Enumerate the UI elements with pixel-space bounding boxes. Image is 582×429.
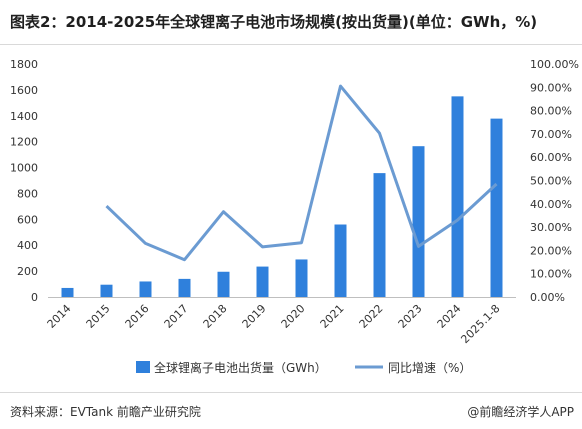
chart-svg: 0 200 400 600 800 1000 1200 1400 1600 1800 0.00% 10… (10, 58, 579, 375)
bar-2022 (373, 173, 386, 297)
bar-2020 (295, 259, 308, 297)
title-bar: 图表2：2014-2025年全球锂离子电池市场规模(按出货量)(单位：GWh，%… (0, 0, 582, 45)
right-axis-tick-label: 90.00% (530, 81, 572, 94)
left-axis-tick-label: 0 (31, 291, 38, 304)
right-axis-tick-label: 10.00% (530, 268, 572, 281)
bar-2023 (412, 146, 425, 297)
chart-area: 0 200 400 600 800 1000 1200 1400 1600 1800 0.00% 10… (0, 44, 582, 384)
legend-bar-label: 全球锂离子电池出货量（GWh） (154, 360, 327, 375)
x-axis-tick-label: 2016 (123, 302, 152, 331)
right-axis-tick-label: 20.00% (530, 244, 572, 257)
left-axis-tick-label: 400 (17, 239, 38, 252)
x-axis-tick-label: 2017 (162, 302, 191, 331)
left-axis-tick-label: 1200 (10, 136, 38, 149)
right-axis-tick-label: 0.00% (530, 291, 565, 304)
source-text: 资料来源：EVTank 前瞻产业研究院 (10, 405, 201, 419)
right-axis-tick-label: 30.00% (530, 221, 572, 234)
x-axis-tick-label: 2025.1-8 (458, 302, 502, 346)
x-axis-tick-label: 2015 (84, 302, 113, 331)
bar-2016 (139, 281, 152, 297)
x-axis-tick-label: 2018 (201, 302, 230, 331)
x-axis-tick-label: 2022 (357, 302, 386, 331)
right-axis-tick-label: 70.00% (530, 128, 572, 141)
legend-bar-swatch (136, 361, 150, 373)
left-axis-tick-label: 1600 (10, 84, 38, 97)
bar-2021 (334, 224, 347, 297)
right-axis-tick-label: 80.00% (530, 105, 572, 118)
right-axis-tick-label: 40.00% (530, 198, 572, 211)
x-axis-tick-label: 2014 (45, 302, 74, 331)
bar-2018 (217, 271, 230, 297)
right-axis-tick-label: 100.00% (530, 58, 579, 71)
legend-line-label: 同比增速（%） (388, 361, 471, 375)
bar-2014 (61, 287, 74, 297)
brand-text: @前瞻经济学人APP (467, 405, 574, 419)
left-axis-tick-label: 1400 (10, 110, 38, 123)
left-axis-tick-label: 200 (17, 265, 38, 278)
bar-2025.1-8 (490, 118, 503, 298)
chart-title: 图表2：2014-2025年全球锂离子电池市场规模(按出货量)(单位：GWh，%… (10, 13, 538, 31)
bar-2015 (100, 284, 113, 297)
right-axis-tick-label: 60.00% (530, 151, 572, 164)
footer: 资料来源：EVTank 前瞻产业研究院 @前瞻经济学人APP (0, 392, 582, 429)
bar-2024 (451, 96, 464, 297)
x-axis-tick-label: 2021 (318, 302, 347, 331)
left-axis-tick-label: 600 (17, 213, 38, 226)
x-axis-tick-label: 2019 (240, 302, 269, 331)
growth-rate-line (105, 84, 498, 262)
left-axis-tick-label: 800 (17, 187, 38, 200)
bar-2019 (256, 266, 269, 297)
left-axis-tick-label: 1800 (10, 58, 38, 71)
right-axis-tick-label: 50.00% (530, 175, 572, 188)
x-axis-tick-label: 2024 (435, 302, 464, 331)
left-axis-tick-label: 1000 (10, 162, 38, 175)
x-axis-tick-label: 2020 (279, 302, 308, 331)
x-axis-tick-label: 2023 (396, 302, 425, 331)
bar-2017 (178, 278, 191, 297)
